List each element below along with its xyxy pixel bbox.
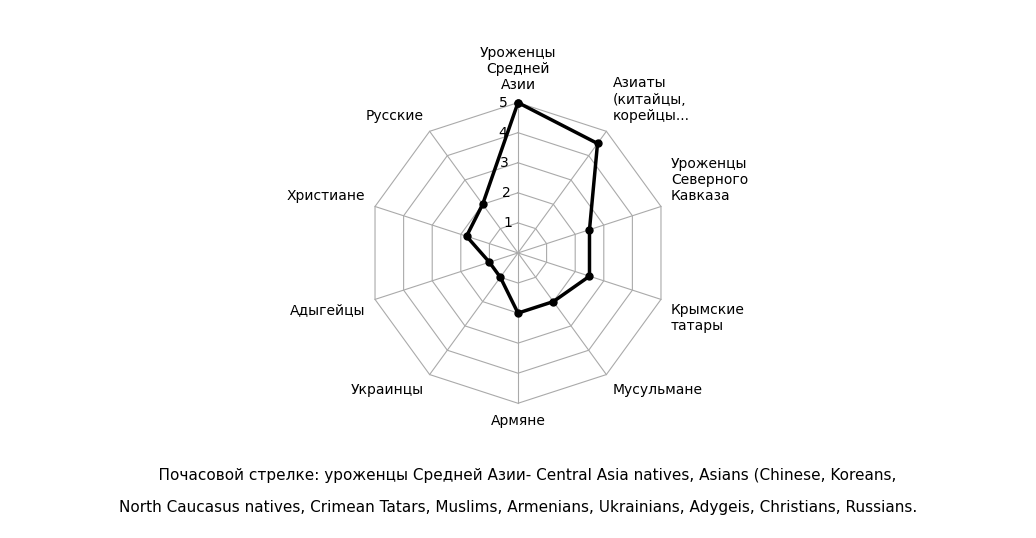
Text: Уроженцы
Средней
Азии: Уроженцы Средней Азии bbox=[480, 46, 556, 92]
Text: 2: 2 bbox=[501, 186, 511, 200]
Text: Азиаты
(китайцы,
корейцы...: Азиаты (китайцы, корейцы... bbox=[612, 76, 690, 123]
Text: Христиане: Христиане bbox=[287, 189, 365, 203]
Text: 4: 4 bbox=[498, 126, 508, 140]
Text: Почасовой стрелке: уроженцы Средней Азии- Central Asia natives, Asians (Chinese,: Почасовой стрелке: уроженцы Средней Азии… bbox=[139, 468, 897, 483]
Text: Крымские
татары: Крымские татары bbox=[671, 303, 745, 333]
Text: Армяне: Армяне bbox=[491, 414, 545, 428]
Text: Мусульмане: Мусульмане bbox=[612, 383, 702, 397]
Text: 5: 5 bbox=[498, 96, 508, 110]
Text: Адыгейцы: Адыгейцы bbox=[289, 303, 365, 317]
Text: Уроженцы
Северного
Кавказа: Уроженцы Северного Кавказа bbox=[671, 157, 748, 203]
Text: Украинцы: Украинцы bbox=[350, 383, 424, 397]
Text: 1: 1 bbox=[503, 216, 512, 230]
Text: 3: 3 bbox=[500, 156, 509, 170]
Text: Русские: Русские bbox=[366, 109, 424, 123]
Text: North Caucasus natives, Crimean Tatars, Muslims, Armenians, Ukrainians, Adygeis,: North Caucasus natives, Crimean Tatars, … bbox=[119, 500, 917, 515]
